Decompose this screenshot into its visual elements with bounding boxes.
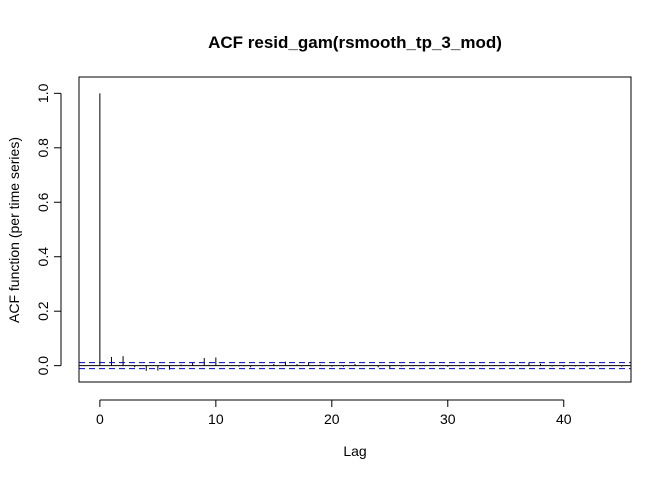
x-axis: 0 10 20 30 40 (96, 399, 572, 427)
x-tick-label: 40 (556, 411, 572, 427)
y-tick-label: 0.8 (35, 138, 51, 158)
x-tick-label: 20 (324, 411, 340, 427)
y-axis: 0.0 0.2 0.4 0.6 0.8 1.0 (35, 83, 62, 376)
y-tick-label: 0.6 (35, 192, 51, 212)
acf-lag-lines (79, 93, 631, 371)
y-tick-label: 0.4 (35, 247, 51, 267)
y-axis-label: ACF function (per time series) (6, 137, 22, 323)
x-axis-label: Lag (343, 443, 366, 459)
y-tick-label: 0.0 (35, 356, 51, 376)
plot-frame (78, 76, 632, 383)
y-tick-label: 0.2 (35, 301, 51, 321)
chart-title: ACF resid_gam(rsmooth_tp_3_mod) (208, 33, 502, 52)
x-tick-label: 0 (96, 411, 104, 427)
y-tick-label: 1.0 (35, 83, 51, 103)
x-tick-label: 30 (440, 411, 456, 427)
x-tick-label: 10 (208, 411, 224, 427)
